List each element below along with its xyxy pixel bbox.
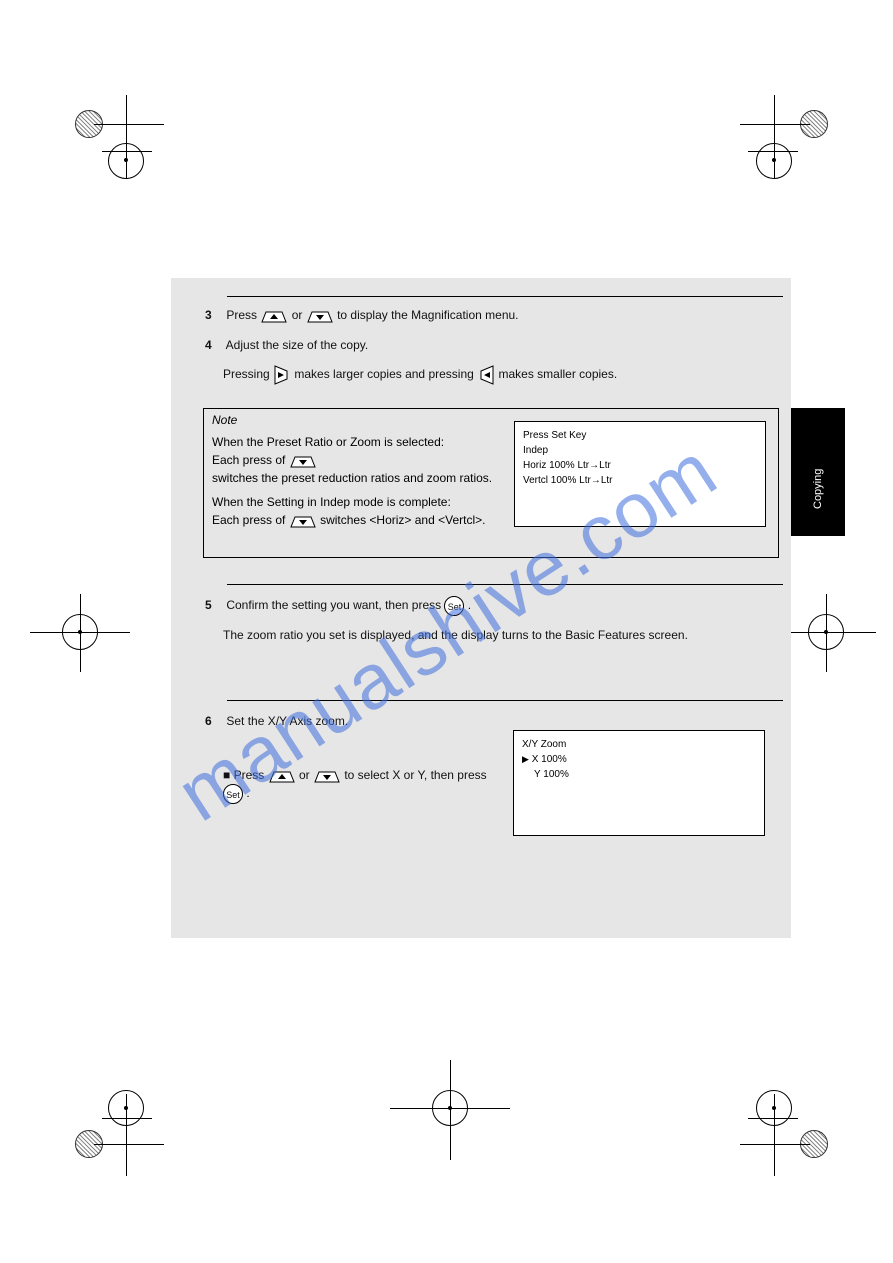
down-arrow-icon[interactable] bbox=[306, 308, 334, 324]
down-arrow-icon[interactable] bbox=[289, 513, 317, 529]
step-text: Adjust the size of the copy. bbox=[226, 338, 369, 352]
page-content: 3 Press or to display the Magnification … bbox=[171, 278, 791, 938]
lcd-line: Horiz 100% Ltr→Ltr bbox=[523, 458, 757, 473]
lcd-screen: Press Set Key Indep Horiz 100% Ltr→Ltr V… bbox=[514, 421, 766, 527]
lcd-line: Press Set Key bbox=[523, 428, 757, 443]
lcd-line: X 100% bbox=[532, 754, 567, 765]
section-tab: Copying bbox=[791, 408, 845, 536]
right-arrow-icon[interactable] bbox=[273, 364, 291, 386]
lcd-line: X/Y Zoom bbox=[522, 737, 756, 752]
lcd-screen: X/Y Zoom ▶ X 100% Y 100% bbox=[513, 730, 765, 836]
lcd-line: Indep bbox=[523, 443, 757, 458]
step-body: The zoom ratio you set is displayed, and… bbox=[223, 626, 765, 644]
step-text: . bbox=[468, 598, 471, 612]
step-text: Pressing bbox=[223, 367, 273, 381]
step-text: Confirm the setting you want, then press bbox=[226, 598, 444, 612]
step-text: or bbox=[292, 308, 306, 322]
step-text: makes larger copies and pressing bbox=[294, 367, 477, 381]
step-text: to select X or Y, then press bbox=[344, 768, 486, 782]
step-text: makes smaller copies. bbox=[498, 367, 617, 381]
step-number: 6 bbox=[205, 712, 223, 730]
step-text: Set the X/Y Axis zoom. bbox=[226, 714, 348, 728]
step-number: 3 bbox=[205, 306, 223, 324]
step-text: Press bbox=[234, 768, 268, 782]
step-text: Press bbox=[226, 308, 260, 322]
step-5: 5 Confirm the setting you want, then pre… bbox=[205, 596, 765, 644]
separator bbox=[227, 584, 783, 585]
step-text: . bbox=[246, 786, 249, 800]
lcd-line: Y 100% bbox=[522, 767, 756, 782]
note-line: switches <Horiz> and <Vertcl>. bbox=[320, 513, 485, 527]
up-arrow-icon[interactable] bbox=[268, 768, 296, 784]
step-text: or bbox=[299, 768, 313, 782]
separator bbox=[227, 700, 783, 701]
step-number: 5 bbox=[205, 596, 223, 614]
left-arrow-icon[interactable] bbox=[477, 364, 495, 386]
note-line: Each press of bbox=[212, 513, 289, 527]
separator bbox=[227, 296, 783, 297]
step-3: 3 Press or to display the Magnification … bbox=[205, 306, 519, 324]
step-4: 4 Adjust the size of the copy. Pressing … bbox=[205, 336, 765, 386]
note-line: Each press of bbox=[212, 453, 289, 467]
down-arrow-icon[interactable] bbox=[313, 768, 341, 784]
up-arrow-icon[interactable] bbox=[260, 308, 288, 324]
section-tab-label: Copying bbox=[812, 435, 824, 509]
down-arrow-icon[interactable] bbox=[289, 453, 317, 469]
step-text: to display the Magnification menu. bbox=[337, 308, 518, 322]
set-button-icon[interactable]: Set bbox=[444, 596, 464, 616]
step-number: 4 bbox=[205, 336, 223, 354]
set-button-icon[interactable]: Set bbox=[223, 784, 243, 804]
lcd-line: Vertcl 100% Ltr→Ltr bbox=[523, 473, 757, 488]
note-box: Note When the Preset Ratio or Zoom is se… bbox=[203, 408, 779, 558]
